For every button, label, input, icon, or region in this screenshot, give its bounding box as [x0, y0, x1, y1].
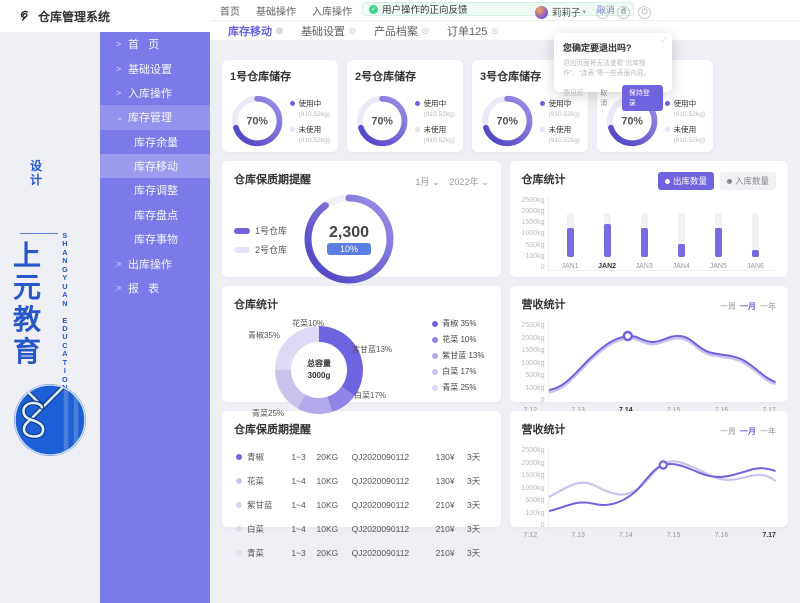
svg-text:70%: 70%: [497, 115, 519, 127]
svg-text:70%: 70%: [622, 115, 644, 127]
svg-text:70%: 70%: [247, 115, 269, 127]
svg-text:70%: 70%: [372, 115, 394, 127]
svg-text:2,300: 2,300: [329, 224, 369, 241]
